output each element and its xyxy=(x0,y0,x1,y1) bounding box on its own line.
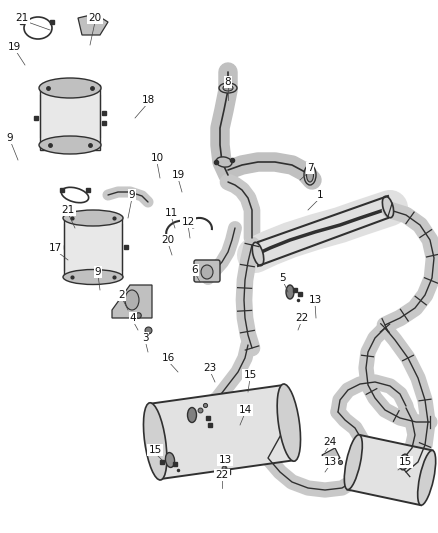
Polygon shape xyxy=(78,14,108,35)
Text: 4: 4 xyxy=(130,313,136,323)
Text: 14: 14 xyxy=(238,405,251,415)
Ellipse shape xyxy=(344,435,362,490)
Text: 9: 9 xyxy=(129,190,135,200)
Ellipse shape xyxy=(277,384,300,461)
Text: 15: 15 xyxy=(244,370,257,380)
Text: 9: 9 xyxy=(95,267,101,277)
Ellipse shape xyxy=(307,168,314,182)
Text: 21: 21 xyxy=(61,205,74,215)
Ellipse shape xyxy=(39,78,101,98)
Text: 13: 13 xyxy=(219,455,232,465)
Text: 9: 9 xyxy=(7,133,13,143)
Ellipse shape xyxy=(399,454,409,470)
Text: 2: 2 xyxy=(119,290,125,300)
Text: 18: 18 xyxy=(141,95,155,105)
Text: 22: 22 xyxy=(295,313,309,323)
Text: 20: 20 xyxy=(162,235,175,245)
Text: 13: 13 xyxy=(323,457,337,467)
Text: 12: 12 xyxy=(181,217,194,227)
Ellipse shape xyxy=(418,450,436,505)
Text: 20: 20 xyxy=(88,13,102,23)
Text: 24: 24 xyxy=(323,437,337,447)
Text: 13: 13 xyxy=(308,295,321,305)
Ellipse shape xyxy=(187,408,197,423)
Text: 11: 11 xyxy=(164,208,178,218)
Ellipse shape xyxy=(286,285,294,299)
Ellipse shape xyxy=(144,403,167,480)
Text: 1: 1 xyxy=(317,190,323,200)
Polygon shape xyxy=(112,285,152,318)
Text: 15: 15 xyxy=(148,445,162,455)
Ellipse shape xyxy=(252,243,264,265)
Ellipse shape xyxy=(223,85,233,91)
Polygon shape xyxy=(322,448,340,465)
Text: 6: 6 xyxy=(192,265,198,275)
Text: 23: 23 xyxy=(203,363,217,373)
Polygon shape xyxy=(347,435,432,505)
Text: 7: 7 xyxy=(307,163,313,173)
Text: 15: 15 xyxy=(399,457,412,467)
Text: 17: 17 xyxy=(48,243,62,253)
Text: 10: 10 xyxy=(150,153,163,163)
Text: 19: 19 xyxy=(7,42,21,52)
Text: 19: 19 xyxy=(171,170,185,180)
Text: 16: 16 xyxy=(161,353,175,363)
Ellipse shape xyxy=(63,210,123,226)
Ellipse shape xyxy=(166,453,175,467)
Ellipse shape xyxy=(216,157,232,167)
FancyBboxPatch shape xyxy=(64,216,122,277)
FancyBboxPatch shape xyxy=(194,260,220,282)
FancyBboxPatch shape xyxy=(40,85,100,150)
Text: 5: 5 xyxy=(280,273,286,283)
Ellipse shape xyxy=(39,136,101,154)
Text: 21: 21 xyxy=(15,13,28,23)
Text: 3: 3 xyxy=(141,333,148,343)
Ellipse shape xyxy=(382,196,394,217)
Ellipse shape xyxy=(219,83,237,93)
Ellipse shape xyxy=(201,265,213,279)
Ellipse shape xyxy=(304,165,316,185)
Polygon shape xyxy=(150,385,294,479)
Text: 8: 8 xyxy=(225,77,231,87)
Ellipse shape xyxy=(63,270,123,285)
Text: 22: 22 xyxy=(215,470,229,480)
Ellipse shape xyxy=(125,290,139,310)
